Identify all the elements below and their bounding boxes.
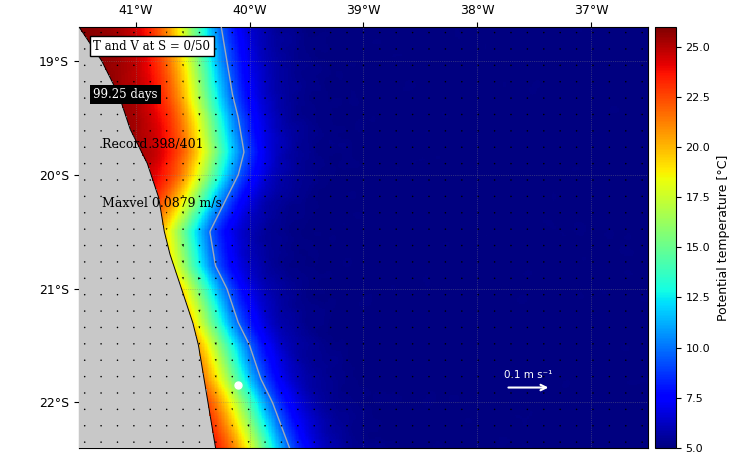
Text: 0.1 m s⁻¹: 0.1 m s⁻¹: [504, 370, 553, 380]
Text: 99.25 days: 99.25 days: [93, 88, 158, 101]
Text: T and V at S = 0/50: T and V at S = 0/50: [93, 39, 210, 53]
Y-axis label: Potential temperature [°C]: Potential temperature [°C]: [717, 154, 730, 321]
Text: Record 398/401: Record 398/401: [101, 138, 204, 152]
Text: Maxvel 0.0879 m/s: Maxvel 0.0879 m/s: [101, 197, 222, 210]
